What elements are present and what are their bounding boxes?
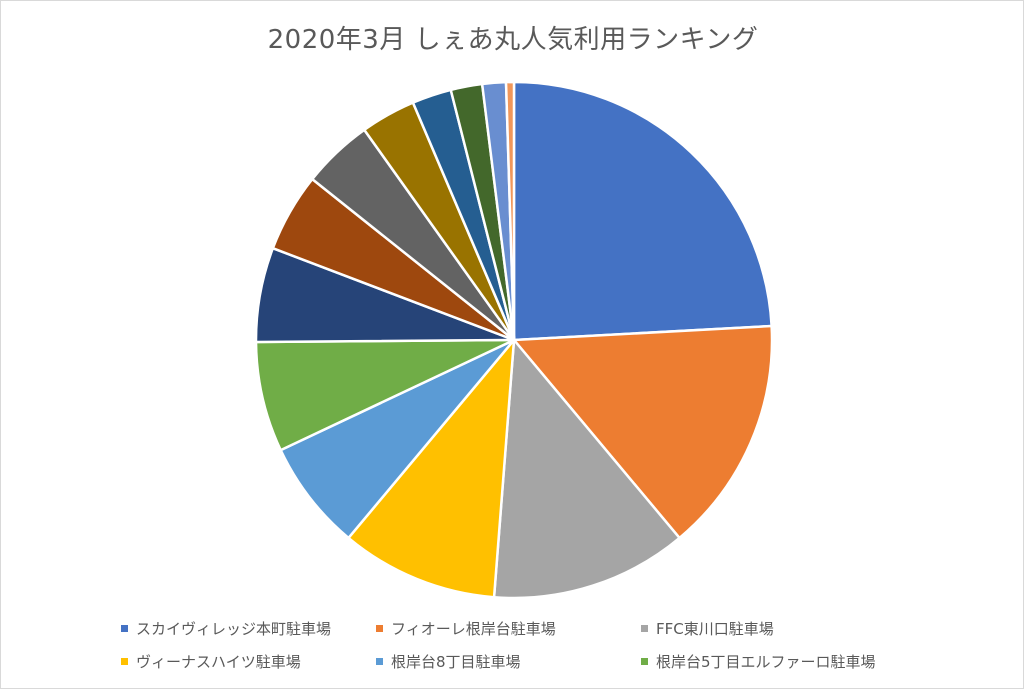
legend-item-1: スカイヴィレッジ本町駐車場	[121, 618, 376, 639]
legend-swatch-icon	[121, 625, 128, 632]
legend-item-5: 根岸台8丁目駐車場	[376, 651, 641, 672]
chart-title: 2020年3月 しぇあ丸人気利用ランキング	[267, 25, 759, 55]
pie-slice-3	[492, 336, 682, 600]
legend-swatch-icon	[376, 658, 383, 665]
legend-item-3: FFC東川口駐車場	[641, 618, 941, 639]
legend-swatch-icon	[641, 658, 648, 665]
legend-item-2: フィオーレ根岸台駐車場	[376, 618, 641, 639]
legend-label: フィオーレ根岸台駐車場	[391, 620, 556, 638]
legend-item-4: ヴィーナスハイツ駐車場	[121, 651, 376, 672]
legend-swatch-icon	[641, 625, 648, 632]
legend-label: 根岸台8丁目駐車場	[391, 653, 521, 671]
pie-slice-1	[512, 80, 773, 342]
legend-label: スカイヴィレッジ本町駐車場	[136, 620, 332, 638]
legend-swatch-icon	[376, 625, 383, 632]
pie-slice-5	[279, 338, 515, 540]
legend: スカイヴィレッジ本町駐車場 フィオーレ根岸台駐車場 FFC東川口駐車場ヴィーナスハイ…	[121, 618, 941, 672]
legend-swatch-icon	[121, 658, 128, 665]
legend-label: 根岸台5丁目エルファーロ駐車場	[656, 653, 876, 671]
legend-item-6: 根岸台5丁目エルファーロ駐車場	[641, 651, 941, 672]
legend-label: FFC東川口駐車場	[656, 620, 774, 638]
legend-label: ヴィーナスハイツ駐車場	[136, 653, 301, 671]
pie-slice-6	[254, 338, 515, 452]
pie-slice-2	[511, 324, 774, 540]
pie-slice-4	[346, 336, 516, 599]
pie-slice-14	[504, 80, 516, 341]
